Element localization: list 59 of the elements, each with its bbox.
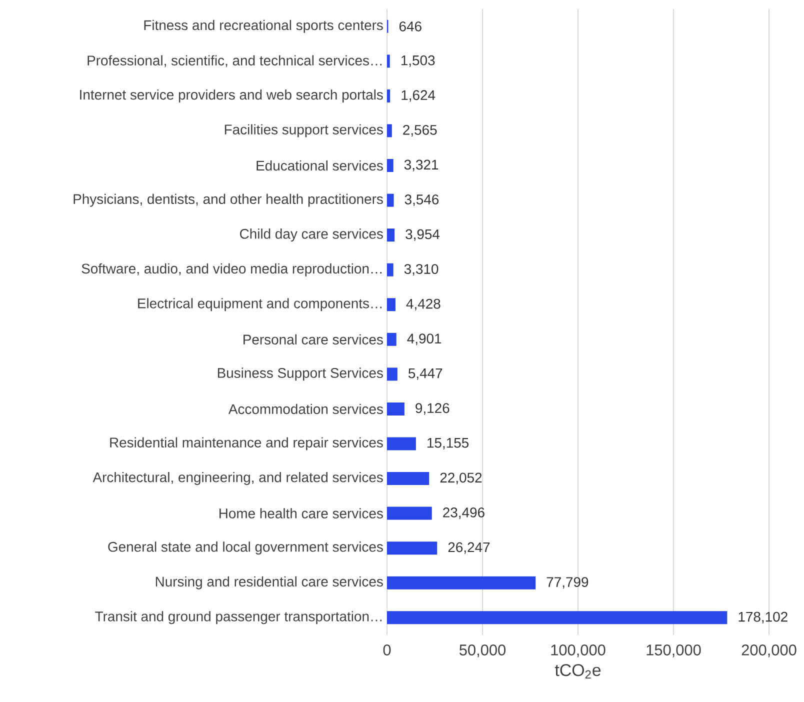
data-label: 4,428 [406,298,440,310]
x-tick-label: 100,000 [551,644,606,658]
y-tick-label: Educational services [256,160,383,171]
bar [387,89,390,102]
data-label: 1,503 [401,55,435,67]
bar [387,437,416,450]
y-tick-label: Personal care services [244,334,383,345]
y-tick-label: Residential maintenance and repair services [110,437,383,450]
x-axis-title: tCO$_{2}$e [554,664,601,679]
data-label: 4,901 [407,334,442,346]
y-tick-label: General state and local government services [108,542,383,555]
bar [387,194,394,207]
y-tick-label: Software, audio, and video media reproduction… [82,263,382,276]
y-tick-label: Home health care services [220,508,383,518]
bar [387,54,390,68]
data-label: 3,546 [404,194,439,206]
data-label: 3,321 [404,160,438,172]
y-tick-label: Business Support Services [218,368,383,381]
y-tick-label: Electrical equipment and components… [138,298,382,312]
data-label: 23,496 [443,508,484,520]
x-tick-label: 200,000 [742,644,796,658]
bar [387,542,438,555]
bar [387,368,398,381]
bar [387,506,432,520]
data-label: 1,624 [402,90,436,102]
data-label: 15,155 [428,438,469,450]
bar [387,298,396,312]
x-tick-label: 0 [383,644,391,656]
bar [387,402,404,416]
y-tick-label: Professional, scientific, and technical services… [88,55,382,68]
bar [387,159,394,172]
y-tick-label: Nursing and residential care services [156,576,383,590]
y-tick-label: Accommodation services [228,404,383,414]
data-label: 3,954 [406,229,440,241]
y-tick-label: Child day care services [240,228,383,242]
data-label: 5,447 [408,368,442,380]
data-label: 9,126 [416,403,450,415]
y-tick-label: Transit and ground passenger transportation… [95,611,382,624]
x-tick-label: 50,000 [460,644,506,658]
y-tick-label: Architectural, engineering, and related services [92,472,383,486]
bar [387,228,395,242]
bar [387,472,430,486]
bar [387,124,392,138]
bar [387,611,728,624]
data-label: 646 [399,21,422,32]
bar [387,263,394,276]
x-tick-label: 150,000 [646,644,701,658]
bar [387,576,536,590]
y-tick-label: Facilities support services [224,124,383,138]
data-label: 77,799 [546,577,588,589]
data-label: 26,247 [448,542,490,554]
y-tick-label: Internet service providers and web search portals [80,89,383,102]
bar [387,332,396,346]
data-label: 22,052 [440,472,482,484]
data-label: 2,565 [403,124,437,136]
data-label: 3,310 [404,264,438,276]
y-tick-label: Physicians, dentists, and other health practitioners [74,194,383,207]
y-tick-label: Fitness and recreational sports centers [144,20,383,33]
data-label: 178,102 [738,612,788,624]
